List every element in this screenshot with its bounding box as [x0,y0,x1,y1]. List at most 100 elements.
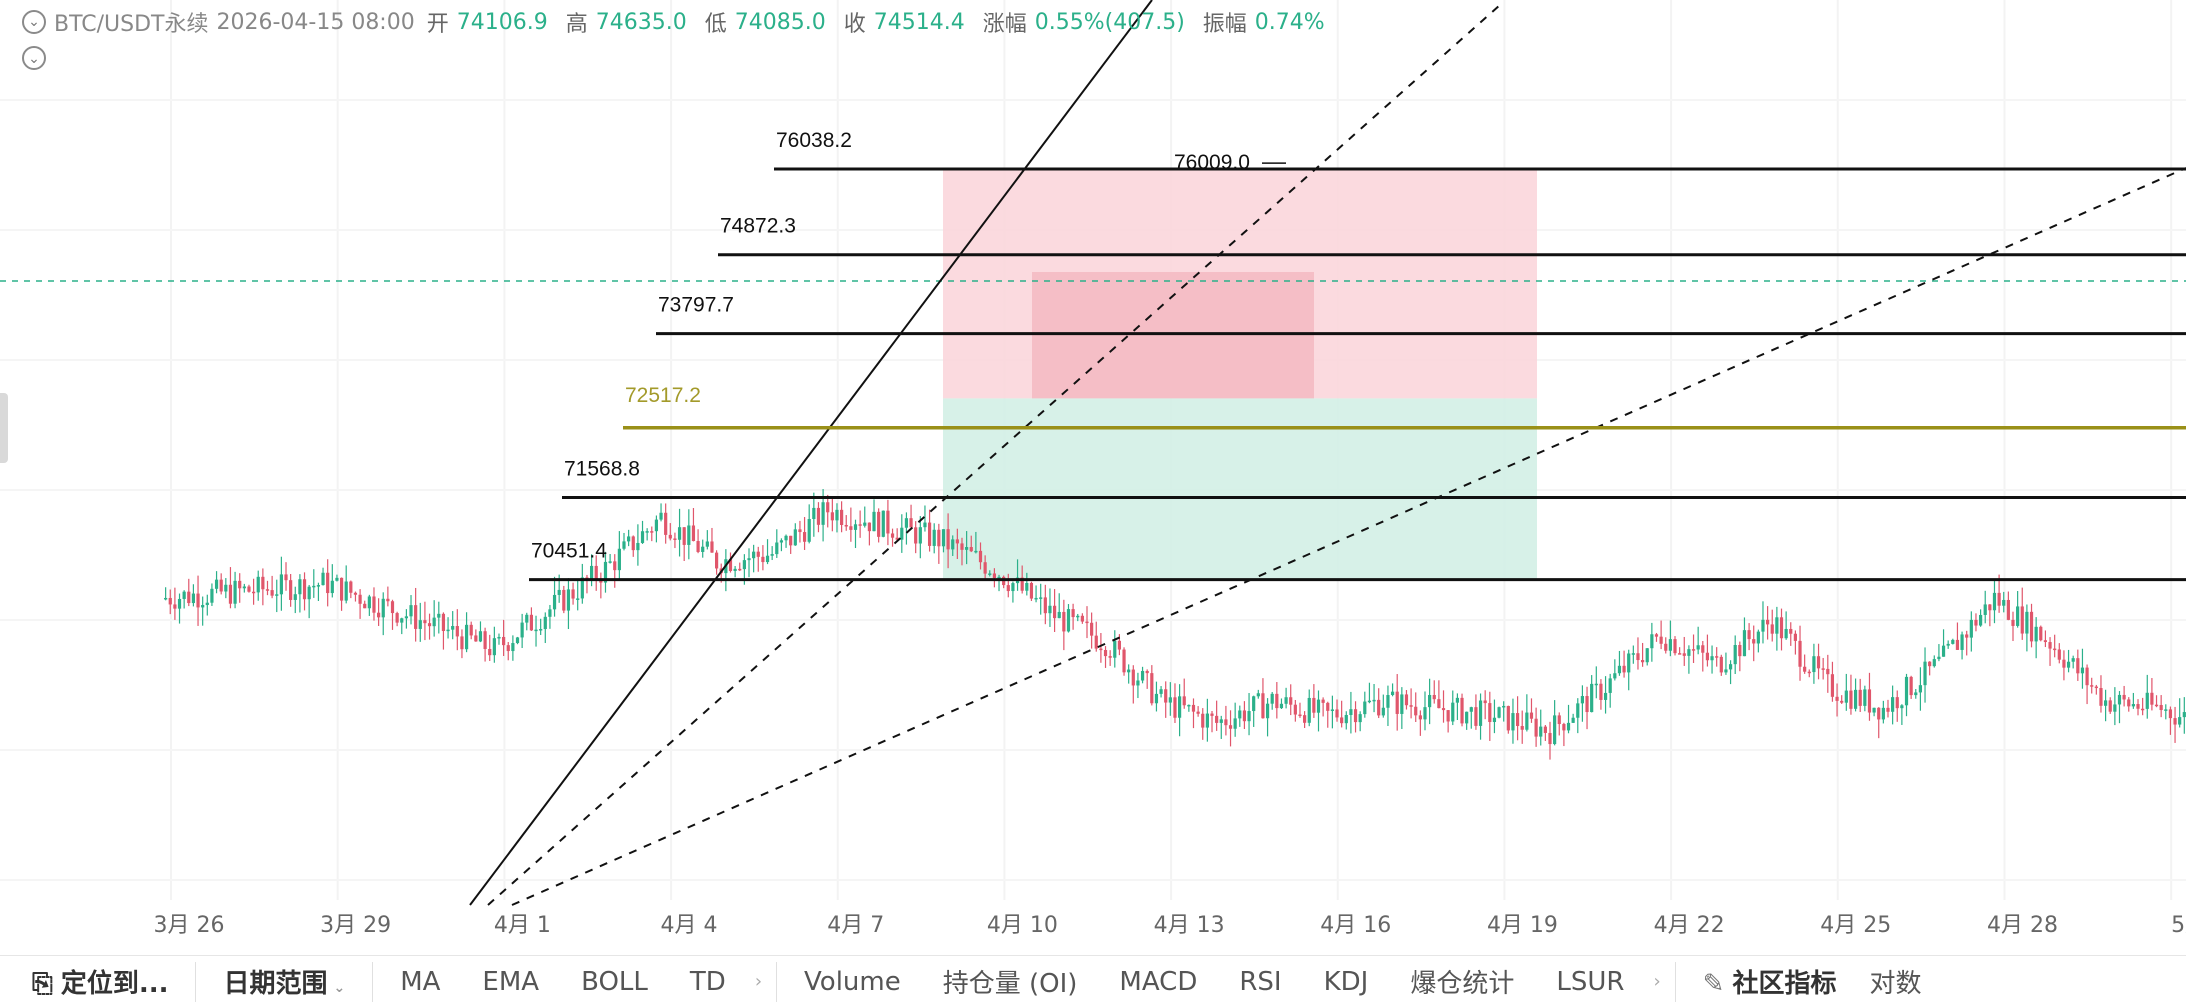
candle-body [678,527,681,540]
candle-body [812,508,815,519]
chevron-right-icon[interactable]: › [747,971,770,992]
candle-body [1831,674,1834,697]
level-label: 74872.3 [720,215,796,238]
candle-body [530,615,533,631]
candle-body [771,554,774,556]
candle-body [928,523,931,546]
indicator-oi[interactable]: 持仓量 (OI) [922,963,1099,1000]
candle-body [1687,649,1690,656]
candle-body [877,512,880,537]
candle-body [863,523,866,526]
candle-body [956,539,959,543]
candle-body [1535,719,1538,737]
indicator-volume[interactable]: Volume [783,967,922,997]
candle-body [493,638,496,655]
candle-body [622,541,625,548]
candle-body [525,615,528,623]
candle-body [1076,616,1079,618]
candle-body [1882,708,1885,720]
candle-body [1048,606,1051,613]
compare-button[interactable]: 对数 [1857,963,1942,1000]
candle-body [1122,650,1125,673]
candle-body [1192,705,1195,712]
close-value: 74514.4 [874,10,965,35]
candle-body [1400,694,1403,714]
candle-body [988,573,991,575]
candle-body [1956,640,1959,650]
candle-body [1317,700,1320,713]
candle-body [1826,669,1829,674]
candle-body [1234,718,1237,728]
candle-body [1868,689,1871,712]
candle-body [539,629,542,631]
divider [372,962,373,1002]
candle-body [206,603,209,605]
indicator-boll[interactable]: BOLL [560,967,669,997]
candle-body [1284,697,1287,704]
candle-body [1706,653,1709,661]
indicator-macd[interactable]: MACD [1098,967,1218,997]
candle-body [1678,653,1681,655]
candle-body [900,528,903,540]
candle-body [1497,707,1500,718]
candle-body [752,552,755,559]
indicator-rsi[interactable]: RSI [1218,967,1302,997]
price-chart[interactable]: 76038.274872.373797.772517.271568.870451… [0,0,2186,955]
candle-body [1451,703,1454,722]
candle-body [2169,709,2172,718]
chevron-right-icon[interactable]: › [1645,971,1668,992]
candle-body [220,580,223,592]
date-range-button[interactable]: 日期范围⌄ [202,963,366,1000]
divider [776,962,777,1002]
candle-body [1104,650,1107,656]
indicator-liquidation[interactable]: 爆仓统计 [1389,963,1535,1000]
candle-body [1062,612,1065,631]
side-drawer-handle[interactable] [0,393,8,463]
candle-body [2123,695,2126,700]
candle-body [743,560,746,569]
candle-body [391,601,394,613]
candle-body [544,617,547,629]
candle-body [280,574,283,594]
indicator-ema[interactable]: EMA [461,967,560,997]
candle-body [1863,689,1866,705]
candle-body [1442,708,1445,710]
candle-body [1646,648,1649,662]
divider [1675,962,1676,1002]
candle-body [2141,709,2144,711]
candle-body [1641,660,1644,662]
candle-body [409,605,412,616]
candle-body [775,543,778,555]
community-indicator-button[interactable]: ✎社区指标 [1682,963,1858,1000]
candle-body [2132,704,2135,706]
candle-body [261,577,264,589]
candle-body [428,623,431,626]
candle-body [1034,598,1037,600]
candle-body [1354,709,1357,722]
candle-body [1280,704,1283,708]
indicator-ma[interactable]: MA [379,967,461,997]
indicator-td[interactable]: TD [669,967,747,997]
candle-body [1979,615,1982,626]
candle-body [243,586,246,588]
locate-button[interactable]: ⎘定位到... [0,963,189,1000]
candle-body [609,561,612,563]
symbol-name: BTC/USDT永续 [54,6,208,38]
candle-body [1090,623,1093,636]
indicator-chevron-icon[interactable]: ⌄ [22,46,46,70]
indicator-lsur[interactable]: LSUR [1535,967,1645,997]
candle-body [687,525,690,544]
candle-body [576,598,579,600]
candle-body [1164,689,1167,702]
candle-body [1970,620,1973,638]
level-label: 76038.2 [776,129,852,152]
candle-body [2076,658,2079,673]
indicator-kdj[interactable]: KDJ [1303,967,1390,997]
candle-body [636,543,639,550]
candle-body [2039,627,2042,640]
candle-body [479,631,482,641]
candle-body [317,585,320,587]
candle-body [465,625,468,649]
collapse-chevron-icon[interactable]: ⌄ [22,10,46,34]
